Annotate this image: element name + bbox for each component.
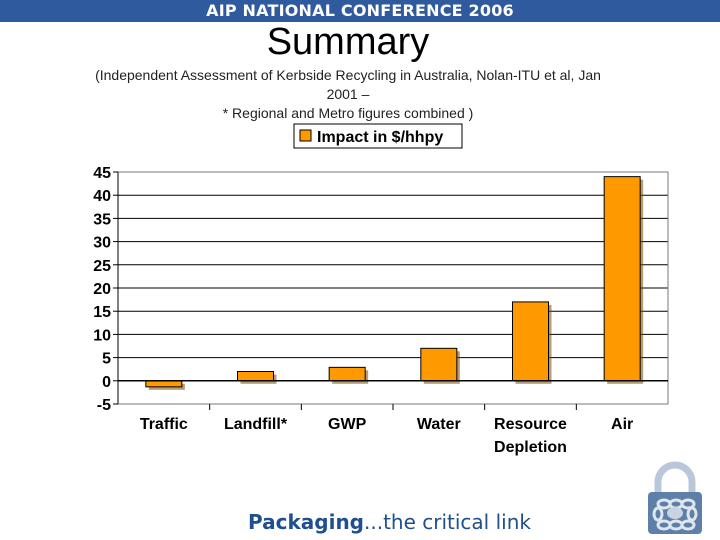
slide-subtitle: (Independent Assessment of Kerbside Recy… xyxy=(50,66,646,123)
y-tick-label: 25 xyxy=(93,258,111,275)
bar-4 xyxy=(512,301,549,382)
x-tick-label: Landfill* xyxy=(224,416,288,433)
y-tick-label: 30 xyxy=(93,235,111,252)
legend-label: Impact in $/hhpy xyxy=(317,129,443,146)
chart-gridlines xyxy=(118,171,668,382)
conference-banner: AIP NATIONAL CONFERENCE 2006 xyxy=(0,0,720,22)
y-axis-ticks: 45 40 35 30 25 20 15 10 5 0 -5 xyxy=(93,165,118,414)
chart-legend: Impact in $/hhpy xyxy=(293,123,463,149)
legend-swatch xyxy=(299,129,312,142)
slide-title: Summary xyxy=(266,21,430,63)
x-tick-label: Traffic xyxy=(140,416,188,433)
x-tick-label: GWP xyxy=(328,416,367,433)
y-tick-label: 0 xyxy=(102,374,111,391)
bar-5 xyxy=(603,176,641,382)
subtitle-line-2: 2001 – xyxy=(326,86,370,102)
footer-tagline: Packaging...the critical link xyxy=(248,510,531,534)
footer-brand: Packaging xyxy=(248,510,364,534)
y-tick-label: -5 xyxy=(97,397,111,414)
y-tick-label: 20 xyxy=(93,281,111,298)
bar-2 xyxy=(328,366,366,382)
subtitle-line-1: (Independent Assessment of Kerbside Recy… xyxy=(95,67,601,83)
padlock-chain-icon xyxy=(648,461,702,534)
y-tick-label: 45 xyxy=(93,165,111,182)
x-tick-label: Air xyxy=(611,416,633,433)
bar-1 xyxy=(237,371,274,382)
y-tick-label: 35 xyxy=(93,211,111,228)
y-tick-label: 40 xyxy=(93,188,111,205)
subtitle-line-3: * Regional and Metro figures combined ) xyxy=(222,105,474,121)
x-tick-label: Resource Depletion xyxy=(494,416,567,456)
y-tick-label: 5 xyxy=(102,351,111,368)
bar-0 xyxy=(145,380,183,388)
x-tick-label: Water xyxy=(417,416,461,433)
bar-3 xyxy=(420,347,458,382)
y-tick-label: 15 xyxy=(93,304,111,321)
y-tick-label: 10 xyxy=(93,327,111,344)
chart-axes xyxy=(117,171,669,410)
footer-tagline-text: ...the critical link xyxy=(364,510,531,534)
x-axis-labels: Traffic Landfill* GWP Water Resource Depletio… xyxy=(140,416,633,456)
legend-box xyxy=(293,123,463,149)
